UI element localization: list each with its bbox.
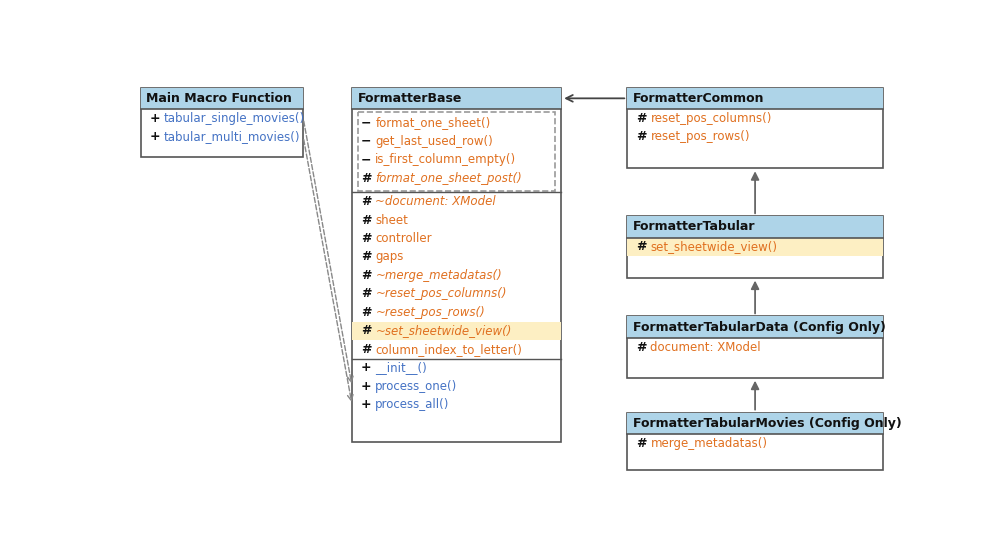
Text: #: # — [636, 437, 646, 450]
Text: #: # — [636, 340, 646, 354]
Text: format_one_sheet(): format_one_sheet() — [375, 117, 491, 129]
Text: −: − — [361, 153, 371, 167]
Text: Main Macro Function: Main Macro Function — [146, 92, 292, 105]
Bar — [627, 87, 883, 109]
Text: sheet: sheet — [375, 213, 408, 227]
Text: process_all(): process_all() — [375, 398, 450, 411]
Bar — [627, 412, 883, 470]
Text: +: + — [149, 130, 160, 144]
Bar — [627, 412, 883, 434]
Text: format_one_sheet_post(): format_one_sheet_post() — [375, 172, 522, 185]
Text: −: − — [361, 117, 371, 129]
Text: +: + — [149, 112, 160, 125]
Text: gaps: gaps — [375, 250, 404, 263]
Bar — [140, 87, 303, 157]
Bar — [358, 112, 555, 191]
Bar — [140, 87, 303, 109]
Text: reset_pos_rows(): reset_pos_rows() — [650, 130, 750, 144]
Bar — [627, 316, 883, 378]
Bar — [352, 322, 561, 340]
Text: #: # — [361, 269, 371, 282]
Text: controller: controller — [375, 232, 432, 245]
Text: −: − — [361, 135, 371, 148]
Text: process_one(): process_one() — [375, 380, 458, 393]
Text: #: # — [361, 306, 371, 319]
Text: ~reset_pos_columns(): ~reset_pos_columns() — [375, 288, 507, 300]
Bar — [627, 216, 883, 278]
Text: #: # — [361, 288, 371, 300]
Text: is_first_column_empty(): is_first_column_empty() — [375, 153, 516, 167]
Text: FormatterBase: FormatterBase — [358, 92, 462, 105]
Text: #: # — [361, 324, 371, 337]
Text: #: # — [361, 172, 371, 185]
Text: ~document: XModel: ~document: XModel — [375, 195, 496, 208]
Text: __init__(): __init__() — [375, 361, 427, 375]
Text: #: # — [361, 213, 371, 227]
Text: ~set_sheetwide_view(): ~set_sheetwide_view() — [375, 324, 512, 337]
Bar — [352, 87, 561, 109]
Text: FormatterTabular: FormatterTabular — [633, 221, 755, 233]
Text: +: + — [361, 380, 371, 393]
Text: set_sheetwide_view(): set_sheetwide_view() — [650, 240, 777, 254]
Bar — [352, 87, 561, 442]
Text: FormatterCommon: FormatterCommon — [633, 92, 764, 105]
Bar — [627, 87, 883, 168]
Text: #: # — [636, 112, 646, 125]
Text: tabular_single_movies(): tabular_single_movies() — [164, 112, 305, 125]
Text: #: # — [636, 130, 646, 144]
Bar — [627, 238, 883, 256]
Text: +: + — [361, 361, 371, 375]
Bar — [627, 316, 883, 338]
Text: #: # — [636, 240, 646, 254]
Text: reset_pos_columns(): reset_pos_columns() — [650, 112, 772, 125]
Text: +: + — [361, 398, 371, 411]
Text: tabular_multi_movies(): tabular_multi_movies() — [164, 130, 300, 144]
Bar — [627, 216, 883, 238]
Text: #: # — [361, 250, 371, 263]
Text: document: XModel: document: XModel — [650, 340, 761, 354]
Text: #: # — [361, 343, 371, 356]
Text: FormatterTabularData (Config Only): FormatterTabularData (Config Only) — [633, 321, 886, 333]
Text: #: # — [361, 232, 371, 245]
Text: FormatterTabularMovies (Config Only): FormatterTabularMovies (Config Only) — [633, 417, 901, 430]
Text: merge_metadatas(): merge_metadatas() — [650, 437, 767, 450]
Text: ~reset_pos_rows(): ~reset_pos_rows() — [375, 306, 485, 319]
Text: #: # — [361, 195, 371, 208]
Text: get_last_used_row(): get_last_used_row() — [375, 135, 493, 148]
Text: ~merge_metadatas(): ~merge_metadatas() — [375, 269, 502, 282]
Text: column_index_to_letter(): column_index_to_letter() — [375, 343, 522, 356]
